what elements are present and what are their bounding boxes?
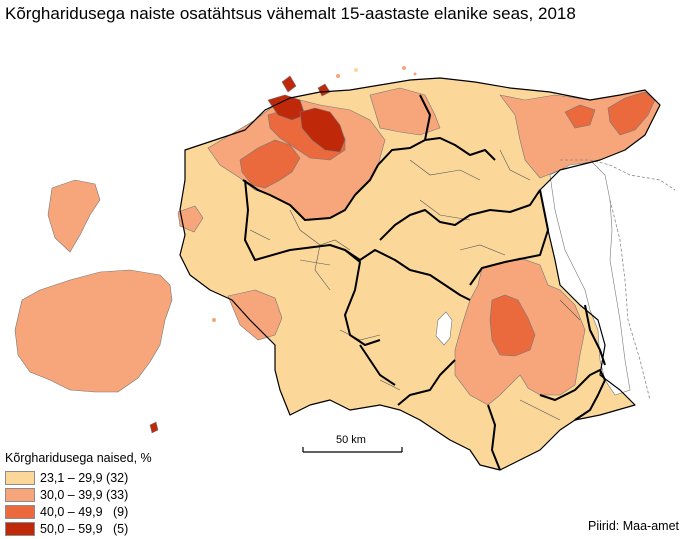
legend-count: (5) xyxy=(112,521,129,536)
legend-count: (33) xyxy=(106,487,129,502)
municipal-borders xyxy=(249,149,581,421)
legend-count: (32) xyxy=(106,470,129,485)
lake-peipus-outline xyxy=(560,159,676,401)
legend-swatch xyxy=(5,487,35,502)
legend-swatch xyxy=(5,504,35,519)
scale-label: 50 km xyxy=(336,434,366,446)
lakes xyxy=(435,161,631,396)
legend-range: 50,0 – 59,9 xyxy=(40,521,103,536)
legend-swatch xyxy=(5,521,35,536)
legend-item: 30,0 – 39,9 (33) xyxy=(5,486,152,503)
legend-count: (9) xyxy=(112,504,129,519)
legend-swatch xyxy=(5,470,35,485)
legend-item: 40,0 – 49,9 (9) xyxy=(5,503,152,520)
legend-range: 23,1 – 29,9 xyxy=(40,470,103,485)
legend-range: 30,0 – 39,9 xyxy=(40,487,103,502)
scale-bar xyxy=(302,447,403,453)
legend-item: 23,1 – 29,9 (32) xyxy=(5,469,152,486)
legend: Kõrgharidusega naised, % 23,1 – 29,9 (32… xyxy=(5,451,152,537)
map-title: Kõrgharidusega naiste osatähtsus vähemal… xyxy=(5,4,576,23)
class-50-59 xyxy=(149,75,346,434)
county-borders xyxy=(179,77,661,471)
islands xyxy=(212,66,417,322)
legend-item: 50,0 – 59,9 (5) xyxy=(5,520,152,537)
class-40-49 xyxy=(239,91,656,357)
legend-range: 40,0 – 49,9 xyxy=(40,504,103,519)
map-credit: Piirid: Maa-amet xyxy=(588,519,679,533)
legend-title: Kõrgharidusega naised, % xyxy=(5,451,152,465)
